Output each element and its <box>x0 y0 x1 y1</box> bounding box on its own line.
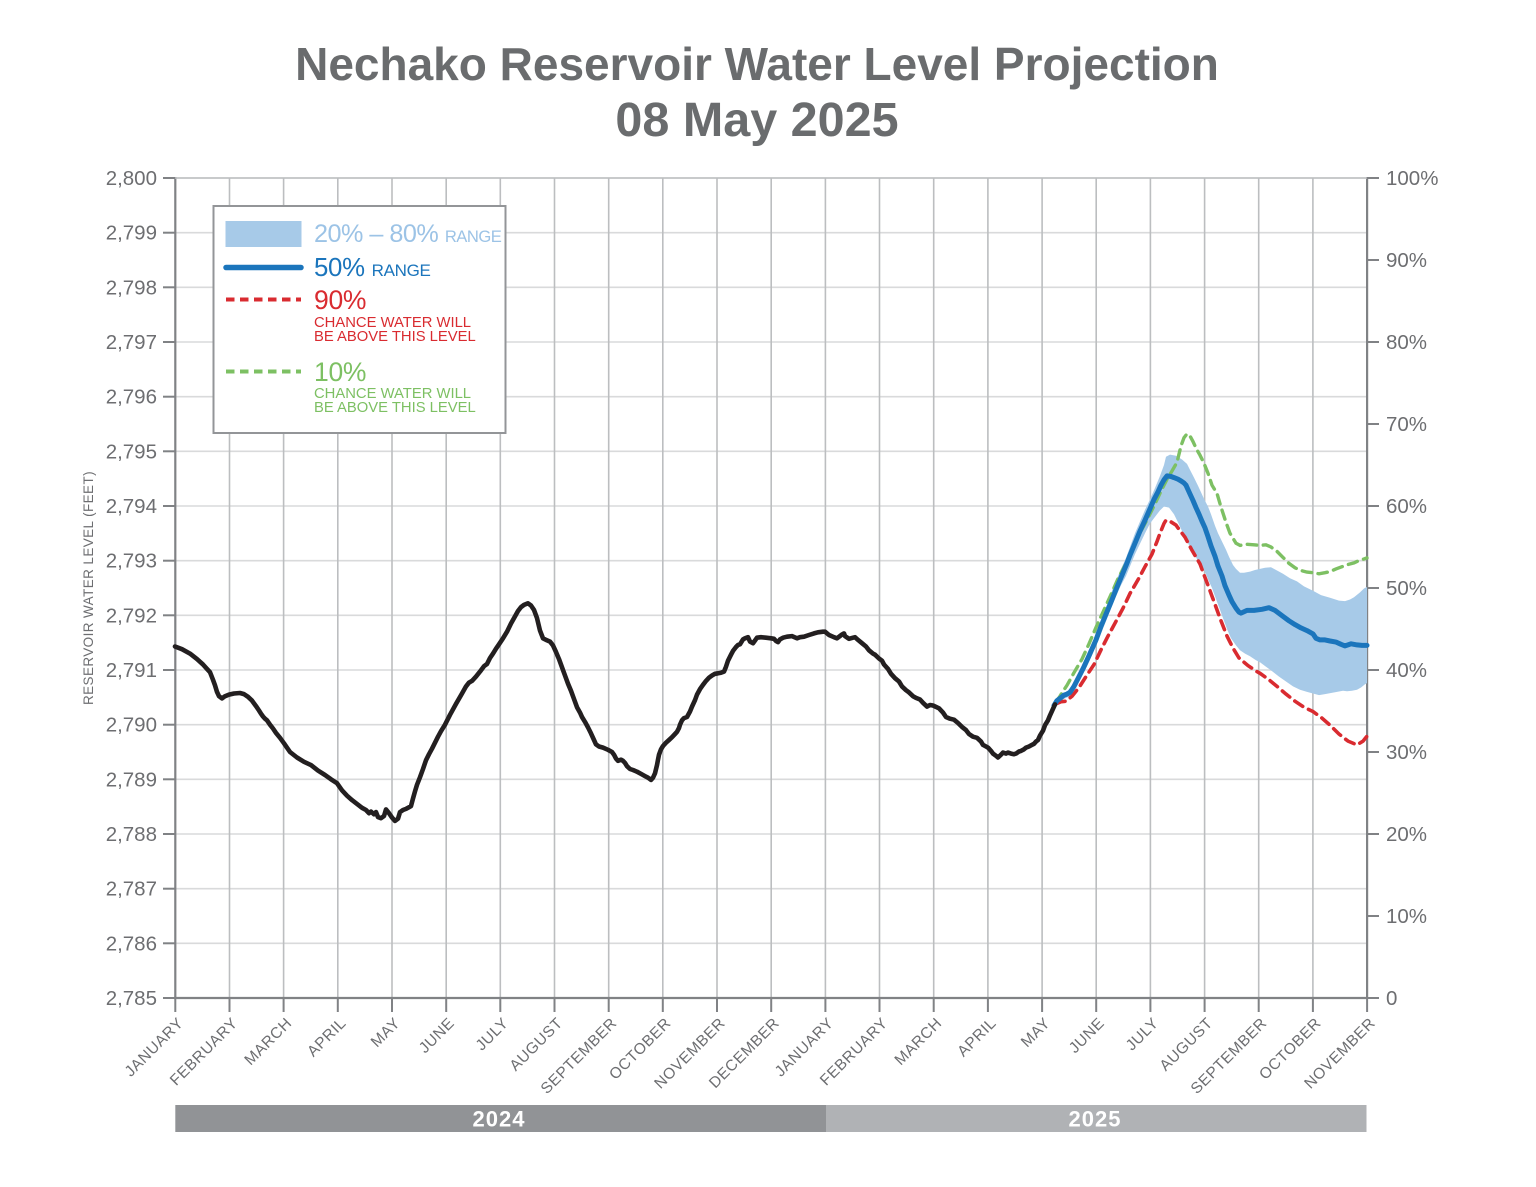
svg-text:80%: 80% <box>1386 331 1427 354</box>
svg-text:08 May 2025: 08 May 2025 <box>615 93 898 147</box>
svg-text:2,790: 2,790 <box>106 714 157 737</box>
svg-text:50%: 50% <box>1386 577 1427 600</box>
svg-text:100%: 100% <box>1386 167 1438 190</box>
svg-text:40%: 40% <box>1386 659 1427 682</box>
svg-text:JUNE: JUNE <box>1066 1015 1108 1057</box>
svg-text:MARCH: MARCH <box>892 1015 946 1069</box>
svg-text:2,796: 2,796 <box>106 386 157 409</box>
svg-text:MAY: MAY <box>1018 1015 1054 1051</box>
svg-text:BE ABOVE THIS LEVEL: BE ABOVE THIS LEVEL <box>314 400 476 416</box>
svg-text:2025: 2025 <box>1069 1107 1122 1132</box>
svg-text:2,788: 2,788 <box>106 823 157 846</box>
svg-text:2,791: 2,791 <box>106 659 157 682</box>
svg-text:60%: 60% <box>1386 495 1427 518</box>
svg-text:2,789: 2,789 <box>106 768 157 791</box>
svg-text:Nechako Reservoir Water Level: Nechako Reservoir Water Level Projection <box>295 38 1219 90</box>
svg-text:JULY: JULY <box>473 1015 512 1054</box>
svg-text:MARCH: MARCH <box>241 1015 295 1069</box>
svg-text:APRIL: APRIL <box>954 1015 999 1060</box>
svg-text:70%: 70% <box>1386 413 1427 436</box>
svg-text:2,787: 2,787 <box>106 878 157 901</box>
svg-text:RESERVOIR WATER LEVEL (FEET): RESERVOIR WATER LEVEL (FEET) <box>81 471 96 705</box>
svg-text:20%: 20% <box>1386 823 1427 846</box>
svg-text:JULY: JULY <box>1123 1015 1162 1054</box>
svg-text:2,797: 2,797 <box>106 331 157 354</box>
svg-text:2,786: 2,786 <box>106 932 157 955</box>
svg-text:90%: 90% <box>1386 249 1427 272</box>
svg-text:90%: 90% <box>314 285 366 315</box>
svg-text:CHANCE WATER WILL: CHANCE WATER WILL <box>314 315 471 331</box>
svg-text:2,799: 2,799 <box>106 222 157 245</box>
svg-text:APRIL: APRIL <box>304 1015 349 1060</box>
svg-text:2,794: 2,794 <box>106 495 157 518</box>
svg-text:JUNE: JUNE <box>416 1015 458 1057</box>
svg-text:2,800: 2,800 <box>106 167 157 190</box>
svg-text:10%: 10% <box>1386 905 1427 928</box>
svg-text:BE ABOVE THIS LEVEL: BE ABOVE THIS LEVEL <box>314 329 476 345</box>
svg-text:30%: 30% <box>1386 741 1427 764</box>
svg-text:CHANCE WATER WILL: CHANCE WATER WILL <box>314 386 471 402</box>
svg-text:0: 0 <box>1386 987 1397 1010</box>
svg-text:2,798: 2,798 <box>106 276 157 299</box>
svg-text:10%: 10% <box>314 357 366 387</box>
svg-text:2,792: 2,792 <box>106 604 157 627</box>
svg-text:2,795: 2,795 <box>106 440 157 463</box>
svg-text:MAY: MAY <box>368 1015 404 1051</box>
svg-text:2024: 2024 <box>473 1107 526 1132</box>
svg-text:2,785: 2,785 <box>106 987 157 1010</box>
svg-text:2,793: 2,793 <box>106 550 157 573</box>
